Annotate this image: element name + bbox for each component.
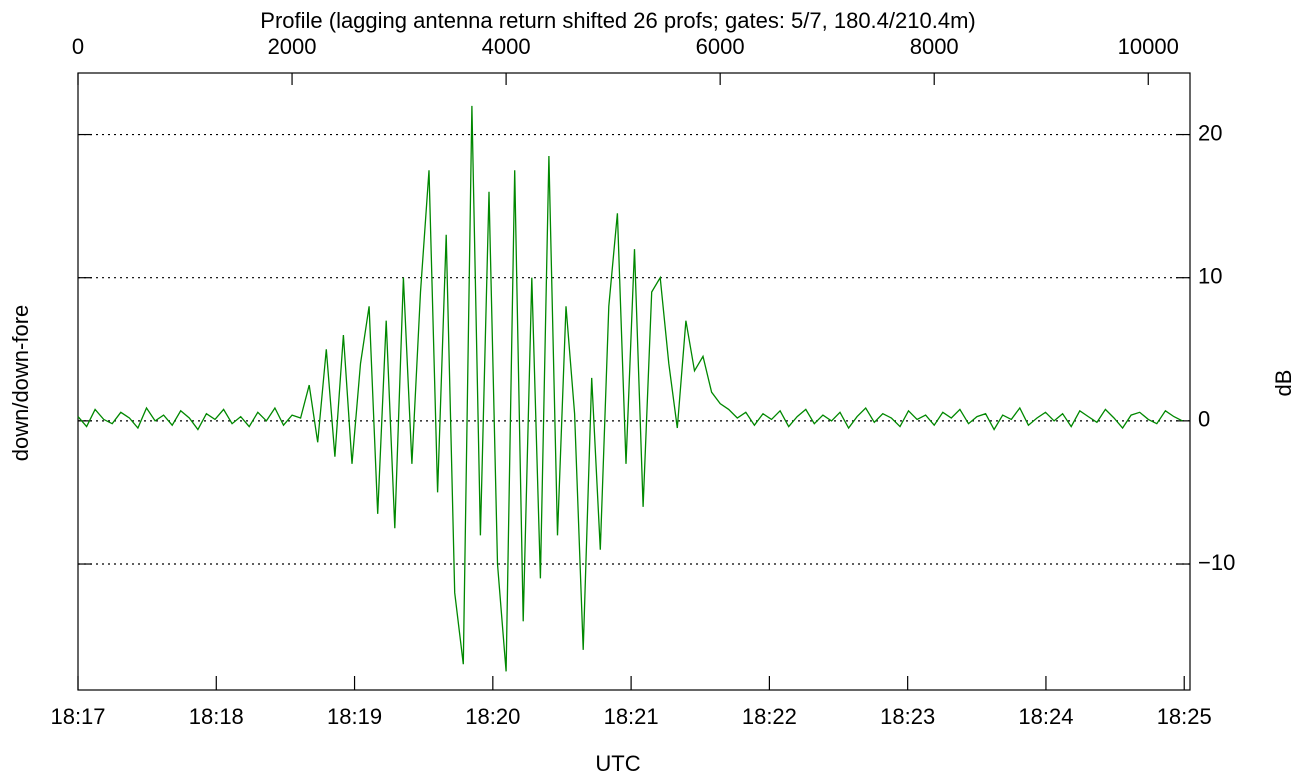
y2-tick-label: 20 (1198, 120, 1222, 145)
y2-tick-label: 0 (1198, 407, 1210, 432)
x2-tick-label: 4000 (482, 34, 531, 59)
y-axis-label: down/down-fore (8, 305, 33, 462)
x-tick-label: 18:23 (880, 704, 935, 729)
x2-tick-label: 6000 (696, 34, 745, 59)
x-tick-label: 18:20 (465, 704, 520, 729)
x-tick-label: 18:18 (189, 704, 244, 729)
chart-title: Profile (lagging antenna return shifted … (260, 8, 975, 33)
x-tick-label: 18:22 (742, 704, 797, 729)
x-tick-label: 18:25 (1157, 704, 1212, 729)
x2-tick-label: 10000 (1118, 34, 1179, 59)
x-tick-label: 18:19 (327, 704, 382, 729)
x2-tick-label: 8000 (910, 34, 959, 59)
y2-tick-label: 10 (1198, 264, 1222, 289)
x-axis-label: UTC (595, 751, 640, 776)
x-tick-label: 18:21 (604, 704, 659, 729)
x-tick-label: 18:17 (50, 704, 105, 729)
plot-frame (77, 72, 1191, 691)
x-tick-label: 18:24 (1018, 704, 1073, 729)
y2-tick-label: −10 (1198, 550, 1235, 575)
x2-tick-label: 2000 (268, 34, 317, 59)
y2-axis-label: dB (1271, 370, 1296, 397)
data-line (77, 105, 1183, 672)
x2-tick-label: 0 (72, 34, 84, 59)
